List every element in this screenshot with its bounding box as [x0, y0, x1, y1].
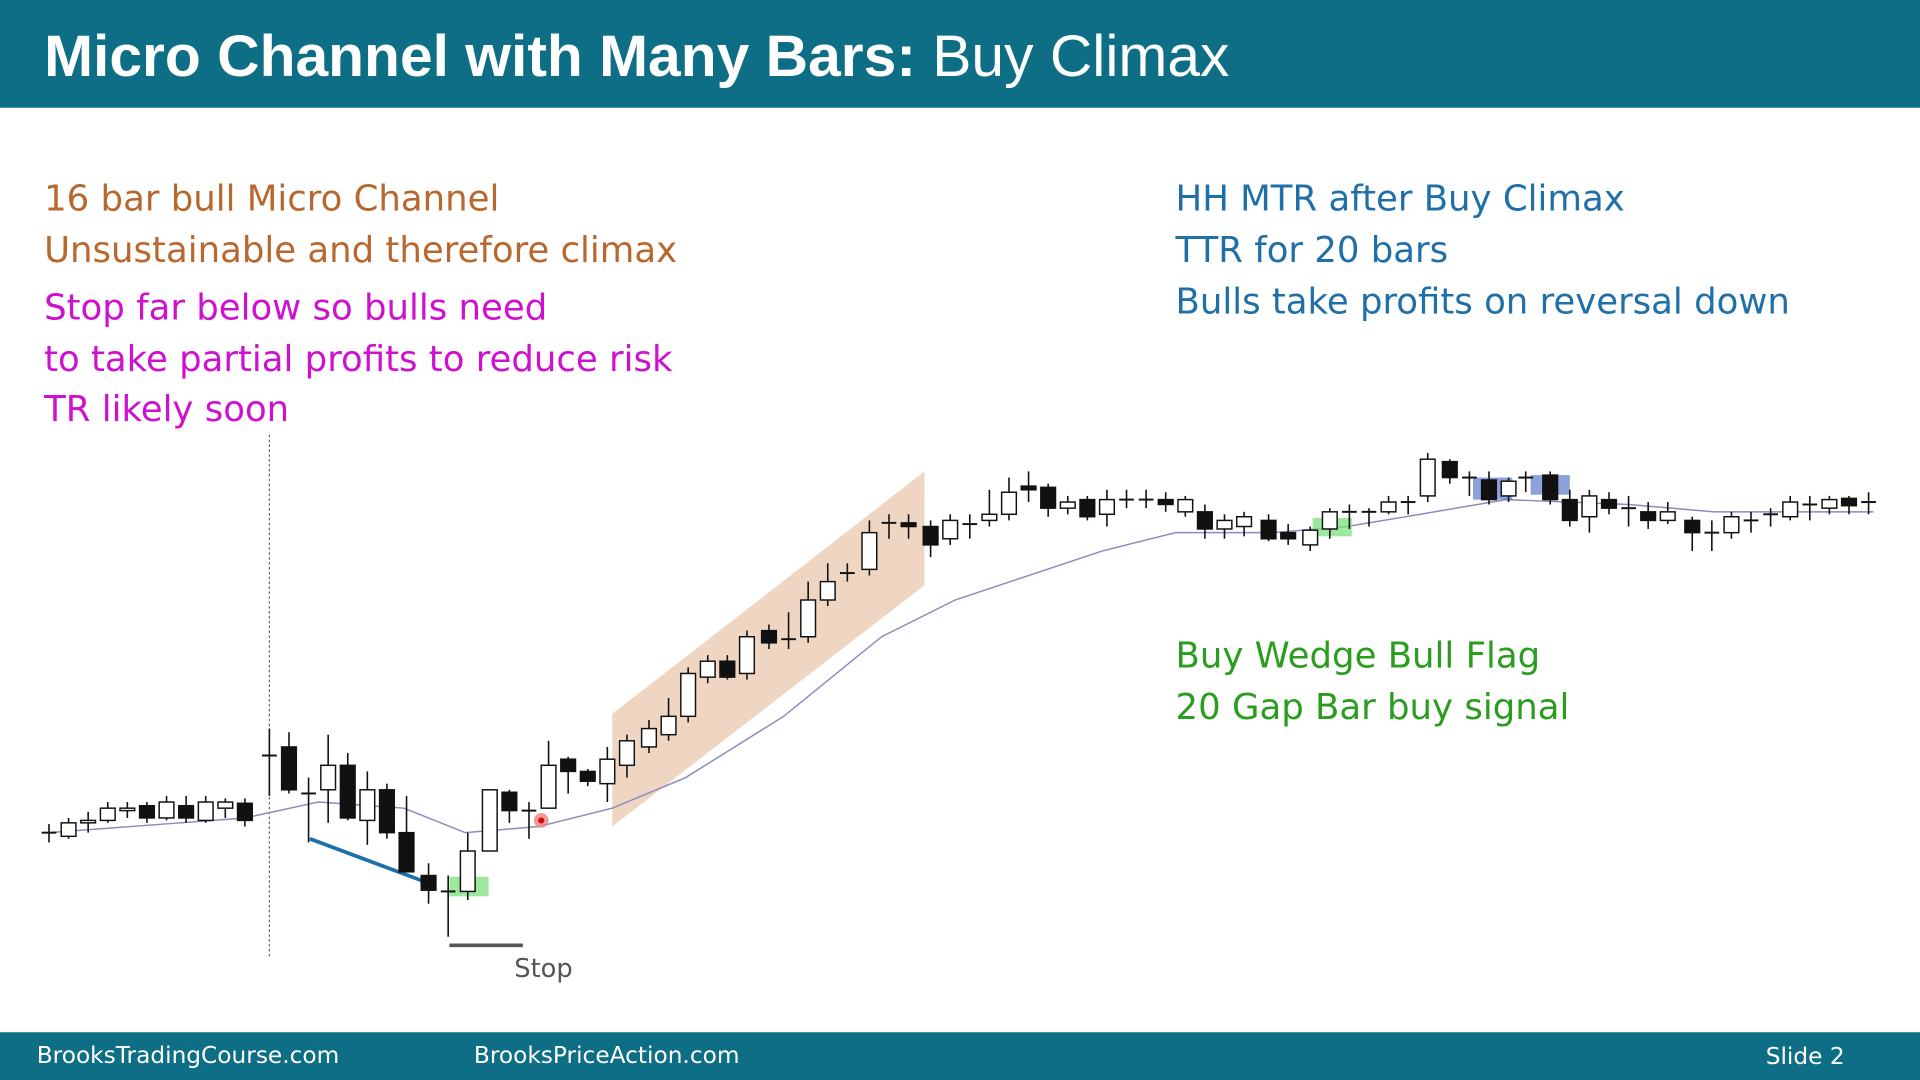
- candle-bull: [1321, 511, 1338, 530]
- candle-bull: [1782, 501, 1799, 518]
- candle-bull: [680, 672, 697, 718]
- candle-bull: [540, 764, 557, 809]
- candle-bear: [1079, 498, 1096, 518]
- candle-bull: [699, 660, 716, 678]
- candle-bear: [1600, 498, 1618, 509]
- title-rest: Buy Climax: [932, 24, 1229, 89]
- candle-bull: [60, 822, 77, 838]
- candle-bear: [719, 660, 736, 678]
- note-brown: 16 bar bull Micro Channel: [44, 179, 499, 220]
- candle-bull: [1000, 491, 1018, 516]
- price-illustration: Stop: [41, 434, 1876, 984]
- note-magenta: to take partial profits to reduce risk: [44, 339, 673, 380]
- candle-bull: [1659, 511, 1676, 522]
- candle-bear: [398, 831, 415, 873]
- candle-bear: [378, 789, 396, 834]
- note-blue: Bulls take profits on reversal down: [1176, 281, 1790, 322]
- candle-bear: [178, 804, 195, 819]
- candle-bull: [320, 764, 337, 791]
- candle-bull: [459, 850, 476, 893]
- candle-bear: [420, 874, 437, 891]
- candle-bull: [80, 819, 97, 824]
- candle-bull: [1059, 501, 1076, 509]
- note-green: Buy Wedge Bull Flag: [1176, 635, 1541, 676]
- candle-bull: [738, 636, 756, 675]
- candle-bull: [99, 807, 116, 822]
- candle-bear: [1561, 498, 1578, 522]
- candle-bull: [1302, 529, 1319, 546]
- candle-bear: [1840, 497, 1858, 507]
- candle-bull: [217, 801, 234, 809]
- stop-label: Stop: [514, 954, 572, 984]
- candle-bull: [1419, 458, 1436, 497]
- candle-bull: [1177, 498, 1194, 513]
- candle-bear: [922, 525, 939, 546]
- title: Micro Channel with Many Bars: Buy Climax: [44, 24, 1229, 89]
- candle-bear: [1157, 498, 1174, 506]
- note-magenta: TR likely soon: [43, 389, 289, 430]
- candle-bull: [861, 531, 878, 571]
- footer-bar: [0, 1032, 1920, 1080]
- candle-bull: [1821, 498, 1838, 509]
- candle-bull: [359, 789, 376, 822]
- candle-bull: [197, 801, 214, 822]
- candle-bull: [119, 807, 136, 812]
- candle-bear: [236, 802, 253, 822]
- candle-bear: [1196, 511, 1213, 530]
- candle-bear: [1040, 486, 1057, 509]
- candle-bear: [280, 746, 298, 791]
- candle-bear: [560, 758, 577, 773]
- moving-average: [48, 498, 1874, 834]
- candle-bear: [1260, 519, 1277, 540]
- candle-bull: [618, 740, 636, 767]
- candle-bear: [1640, 511, 1657, 522]
- candle-bull: [1380, 501, 1397, 513]
- candle-bull: [599, 758, 616, 785]
- trend-line: [309, 837, 432, 886]
- candle-bull: [481, 789, 498, 852]
- candle-bull: [1236, 516, 1253, 528]
- candle-bear: [1684, 519, 1701, 534]
- note-magenta: Stop far below so bulls need: [44, 288, 547, 329]
- candle-bull: [158, 801, 175, 819]
- candle-bull: [1581, 495, 1598, 518]
- candle-bear: [339, 764, 356, 819]
- candle-bear: [760, 629, 778, 644]
- candle-bear: [138, 804, 156, 819]
- candle-bear: [1480, 479, 1498, 501]
- candle-bear: [900, 522, 917, 528]
- note-blue: TTR for 20 bars: [1175, 230, 1449, 271]
- candle-bear: [1280, 531, 1297, 540]
- candle-bull: [1098, 498, 1116, 516]
- candle-bear: [1020, 485, 1037, 491]
- footer-site: BrooksPriceAction.com: [474, 1042, 740, 1069]
- candle-bull: [981, 513, 998, 522]
- entry-dot-core: [538, 817, 545, 824]
- footer-site: BrooksTradingCourse.com: [37, 1042, 340, 1069]
- candle-bull: [942, 519, 959, 540]
- note-brown: Unsustainable and therefore climax: [44, 230, 677, 271]
- note-blue: HH MTR after Buy Climax: [1176, 179, 1625, 220]
- candle-bull: [640, 727, 658, 748]
- header-bar: [0, 0, 1920, 108]
- candle-bull: [1500, 480, 1517, 497]
- candle-bull: [1216, 519, 1233, 530]
- slide-number: Slide 2: [1766, 1043, 1845, 1070]
- candle-bull: [660, 715, 677, 736]
- note-green: 20 Gap Bar buy signal: [1176, 687, 1570, 728]
- candle-bull: [819, 580, 836, 601]
- title-bold: Micro Channel with Many Bars:: [44, 24, 916, 89]
- candle-bear: [501, 791, 518, 812]
- candle-bear: [579, 770, 596, 782]
- candle-bear: [1542, 474, 1559, 501]
- candle-bull: [1723, 516, 1740, 534]
- candle-bear: [1441, 460, 1458, 479]
- candle-bull: [800, 599, 817, 638]
